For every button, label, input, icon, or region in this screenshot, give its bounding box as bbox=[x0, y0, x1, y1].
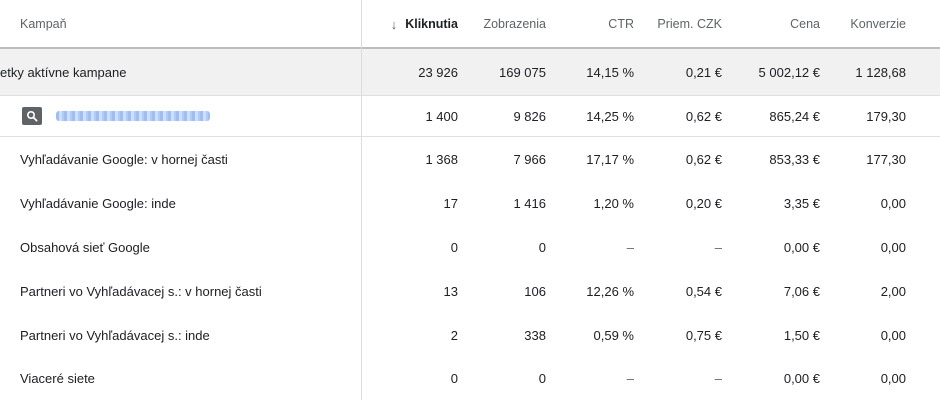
segment-clicks: 1 368 bbox=[425, 151, 458, 167]
segment-label: Partneri vo Vyhľadávacej s.: v hornej ča… bbox=[20, 283, 262, 299]
campaign-name-cell[interactable] bbox=[22, 96, 210, 136]
segment-conversions: 2,00 bbox=[880, 283, 906, 299]
search-campaign-badge bbox=[22, 107, 42, 125]
segment-cost: 7,06 € bbox=[783, 283, 820, 299]
campaign-cost: 865,24 € bbox=[769, 108, 820, 124]
segment-impressions: 7 966 bbox=[513, 151, 546, 167]
total-cost: 5 002,12 € bbox=[758, 64, 820, 80]
segment-impressions: 106 bbox=[524, 283, 546, 299]
total-row: etky aktívne kampane 23 926 169 075 14,1… bbox=[0, 49, 940, 96]
segment-ctr: – bbox=[626, 370, 634, 386]
segment-label: Obsahová sieť Google bbox=[20, 239, 150, 255]
column-header-ctr[interactable]: CTR bbox=[608, 17, 634, 31]
segment-label: Partneri vo Vyhľadávacej s.: inde bbox=[20, 327, 210, 343]
column-header-cost[interactable]: Cena bbox=[790, 17, 820, 31]
total-ctr: 14,15 % bbox=[586, 64, 634, 80]
segment-row: Partneri vo Vyhľadávacej s.: inde 2 338 … bbox=[0, 313, 940, 357]
total-clicks: 23 926 bbox=[418, 64, 458, 80]
segment-conversions: 0,00 bbox=[880, 327, 906, 343]
segment-avg-cpc: – bbox=[714, 239, 722, 255]
segment-impressions: 0 bbox=[538, 370, 546, 386]
campaign-conversions: 179,30 bbox=[866, 108, 906, 124]
segment-avg-cpc: 0,20 € bbox=[685, 195, 722, 211]
column-header-clicks[interactable]: ↓ Kliknutia bbox=[390, 16, 458, 32]
total-conversions: 1 128,68 bbox=[855, 64, 906, 80]
segment-avg-cpc: 0,62 € bbox=[685, 151, 722, 167]
segment-impressions: 1 416 bbox=[513, 195, 546, 211]
segment-cost: 1,50 € bbox=[783, 327, 820, 343]
segment-conversions: 0,00 bbox=[880, 195, 906, 211]
campaign-impressions: 9 826 bbox=[513, 108, 546, 124]
redacted-campaign-name bbox=[56, 111, 210, 121]
segment-label: Vyhľadávanie Google: v hornej časti bbox=[20, 151, 228, 167]
header-divider bbox=[0, 47, 940, 49]
column-divider bbox=[361, 0, 362, 400]
segment-conversions: 0,00 bbox=[880, 239, 906, 255]
segment-avg-cpc: 0,54 € bbox=[685, 283, 722, 299]
segment-row: Partneri vo Vyhľadávacej s.: v hornej ča… bbox=[0, 269, 940, 313]
segment-avg-cpc: 0,75 € bbox=[685, 327, 722, 343]
segment-row: Vyhľadávanie Google: v hornej časti 1 36… bbox=[0, 137, 940, 181]
column-header-campaign[interactable]: Kampaň bbox=[20, 17, 67, 31]
segment-ctr: 0,59 % bbox=[593, 327, 634, 343]
column-header-conversions[interactable]: Konverzie bbox=[850, 17, 906, 31]
segment-impressions: 338 bbox=[524, 327, 546, 343]
sort-descending-icon: ↓ bbox=[390, 16, 398, 32]
segment-clicks: 2 bbox=[450, 327, 458, 343]
segment-conversions: 0,00 bbox=[880, 370, 906, 386]
campaign-ctr: 14,25 % bbox=[586, 108, 634, 124]
segment-row: Viaceré siete 0 0 – – 0,00 € 0,00 bbox=[0, 356, 940, 400]
column-header-avg-cpc[interactable]: Priem. CZK bbox=[657, 17, 722, 31]
column-header-impressions[interactable]: Zobrazenia bbox=[483, 17, 546, 31]
segment-row: Vyhľadávanie Google: inde 17 1 416 1,20 … bbox=[0, 181, 940, 225]
total-impressions: 169 075 bbox=[499, 64, 546, 80]
segment-clicks: 0 bbox=[450, 370, 458, 386]
table-header: Kampaň ↓ Kliknutia Zobrazenia CTR Priem.… bbox=[0, 0, 940, 48]
segment-cost: 0,00 € bbox=[783, 239, 820, 255]
segment-label: Vyhľadávanie Google: inde bbox=[20, 195, 176, 211]
total-avg-cpc: 0,21 € bbox=[685, 64, 722, 80]
segment-clicks: 17 bbox=[443, 195, 458, 211]
segment-cost: 0,00 € bbox=[783, 370, 820, 386]
segment-row: Obsahová sieť Google 0 0 – – 0,00 € 0,00 bbox=[0, 225, 940, 269]
search-icon bbox=[26, 110, 38, 122]
segment-cost: 3,35 € bbox=[783, 195, 820, 211]
segment-ctr: 17,17 % bbox=[586, 151, 634, 167]
segment-ctr: 12,26 % bbox=[586, 283, 634, 299]
total-row-label: etky aktívne kampane bbox=[0, 64, 127, 80]
segment-ctr: – bbox=[626, 239, 634, 255]
campaign-avg-cpc: 0,62 € bbox=[685, 108, 722, 124]
campaign-clicks: 1 400 bbox=[425, 108, 458, 124]
segment-label: Viaceré siete bbox=[20, 370, 95, 386]
segment-clicks: 13 bbox=[443, 283, 458, 299]
segment-cost: 853,33 € bbox=[769, 151, 820, 167]
segment-conversions: 177,30 bbox=[866, 151, 906, 167]
campaign-row[interactable]: 1 400 9 826 14,25 % 0,62 € 865,24 € 179,… bbox=[0, 96, 940, 137]
segment-ctr: 1,20 % bbox=[593, 195, 634, 211]
segment-avg-cpc: – bbox=[714, 370, 722, 386]
segment-clicks: 0 bbox=[450, 239, 458, 255]
segment-impressions: 0 bbox=[538, 239, 546, 255]
